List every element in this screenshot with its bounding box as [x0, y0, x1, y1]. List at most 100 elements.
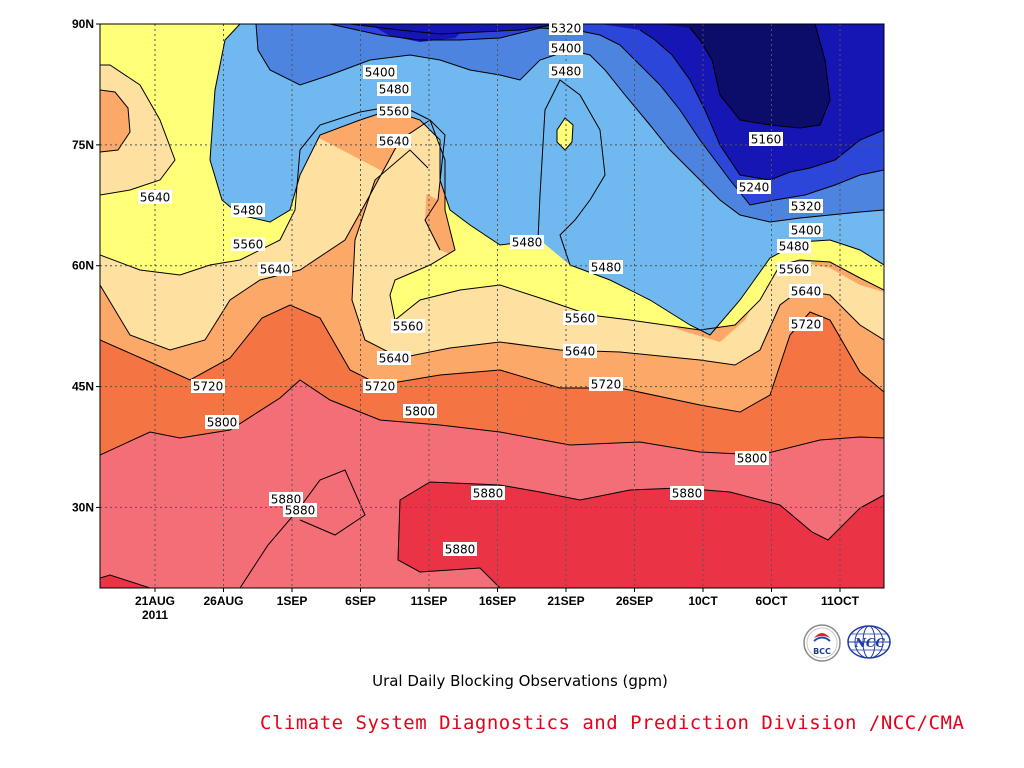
contour-line [349, 24, 561, 35]
contour-label-bg [737, 180, 771, 194]
bcc-logo-icon: BCC [802, 624, 842, 666]
ncc-logo-text: NCC [854, 636, 886, 650]
contour-label-bg [363, 65, 397, 79]
y-axis: 30N 45N 60N 75N 90N [72, 17, 100, 514]
contour-label-bg [549, 41, 583, 55]
contour-line [329, 24, 884, 206]
x-year-label: 2011 [142, 608, 168, 622]
x-tick-label: 11OCT [821, 594, 860, 608]
contour-line [239, 469, 366, 588]
contour-label-bg [589, 377, 623, 391]
contour-label: 5800 [405, 405, 436, 419]
contour-label: 5480 [233, 204, 264, 218]
contour-label: 5720 [591, 378, 622, 392]
contour-label: 5480 [551, 65, 582, 79]
contour-label: 5480 [379, 83, 410, 97]
contour-label-bg [789, 199, 823, 213]
x-tick-label: 6SEP [345, 594, 376, 608]
contour-label-bg [231, 203, 265, 217]
contour-label: 5400 [791, 224, 822, 238]
contour-line [100, 89, 131, 153]
contour-label: 5720 [193, 380, 224, 394]
yellow-spot-high-lat [557, 118, 573, 150]
contour-line [689, 24, 831, 129]
contour-label-bg [363, 379, 397, 393]
contour-label: 5480 [779, 240, 810, 254]
contour-label-bg [549, 21, 583, 35]
x-axis: 21AUG 26AUG 1SEP 6SEP 11SEP 16SEP 21SEP 26SEP 10… [135, 588, 860, 622]
plot-frame [99, 23, 885, 589]
contour-label-bg [377, 134, 411, 148]
contour-label: 5560 [565, 312, 596, 326]
contour-label-bg [138, 190, 172, 204]
y-tick-label: 90N [72, 17, 94, 31]
contour-label-bg [789, 223, 823, 237]
contour-label: 5640 [379, 135, 410, 149]
contour-label: 5560 [393, 320, 424, 334]
contour-label: 5480 [591, 261, 622, 275]
contour-label-bg [377, 82, 411, 96]
contour-label: 5880 [445, 543, 476, 557]
contour-label-bg [231, 237, 265, 251]
x-tick-label: 26AUG [203, 594, 243, 608]
contour-label: 5240 [739, 181, 770, 195]
contour-label-bg [258, 262, 292, 276]
contour-label-bg [510, 235, 544, 249]
contour-label: 5320 [791, 200, 822, 214]
contour-label: 5640 [565, 345, 596, 359]
contour-line [100, 104, 884, 331]
contour-label: 5640 [379, 352, 410, 366]
chart-title: Ural Daily Blocking Observations (gpm) [372, 672, 668, 690]
contour-label-bg [789, 317, 823, 331]
contour-label-bg [789, 284, 823, 298]
contour-line [639, 29, 884, 181]
x-tick-label: 26SEP [616, 594, 653, 608]
x-tick-label: 21AUG [135, 594, 175, 608]
y-tick-label: 45N [72, 380, 94, 394]
y-tick-label: 75N [72, 138, 94, 152]
contour-label-bg [471, 486, 505, 500]
contour-label-bg [205, 415, 239, 429]
contour-label: 5800 [737, 452, 768, 466]
contour-label-bg [589, 260, 623, 274]
contour-label-bg [377, 104, 411, 118]
x-tick-label: 11SEP [411, 594, 448, 608]
contour-label-bg [443, 542, 477, 556]
orange-spot-high-lat [100, 90, 130, 152]
contour-label: 5720 [365, 380, 396, 394]
band-below-5160 [660, 24, 830, 128]
bcc-logo-text: BCC [813, 647, 831, 656]
contour-line [100, 64, 176, 196]
contour-label: 5880 [285, 504, 316, 518]
ncc-logo-icon: NCC [846, 624, 892, 664]
x-tick-label: 21SEP [547, 594, 584, 608]
contour-line [100, 379, 884, 456]
contour-label: 5880 [473, 487, 504, 501]
x-tick-label: 6OCT [755, 594, 788, 608]
contour-label-bg [549, 64, 583, 78]
x-tick-label: 1SEP [277, 594, 308, 608]
contour-labels: 5320 5400 5480 5400 5480 5560 5640 5160 5240 5320… [138, 21, 823, 557]
contour-label: 5560 [233, 238, 264, 252]
contour-label-bg [670, 486, 704, 500]
contour-label: 5640 [140, 191, 171, 205]
contour-label-bg [563, 344, 597, 358]
contour-label-bg [391, 319, 425, 333]
contour-label: 5800 [207, 416, 238, 430]
contour-label: 5160 [751, 133, 782, 147]
contour-label-bg [777, 239, 811, 253]
y-tick-label: 30N [72, 500, 94, 514]
y-tick-label: 60N [72, 259, 94, 273]
contour-label: 5320 [551, 22, 582, 36]
contour-label-bg [191, 379, 225, 393]
contour-lines [100, 24, 884, 588]
contour-label-bg [403, 404, 437, 418]
contour-label-bg [283, 503, 317, 517]
contour-label: 5640 [791, 285, 822, 299]
contour-label-bg [269, 492, 303, 506]
contour-label: 5720 [791, 318, 822, 332]
contour-label: 5560 [779, 263, 810, 277]
plot-area [100, 24, 884, 588]
contour-label: 5560 [379, 105, 410, 119]
